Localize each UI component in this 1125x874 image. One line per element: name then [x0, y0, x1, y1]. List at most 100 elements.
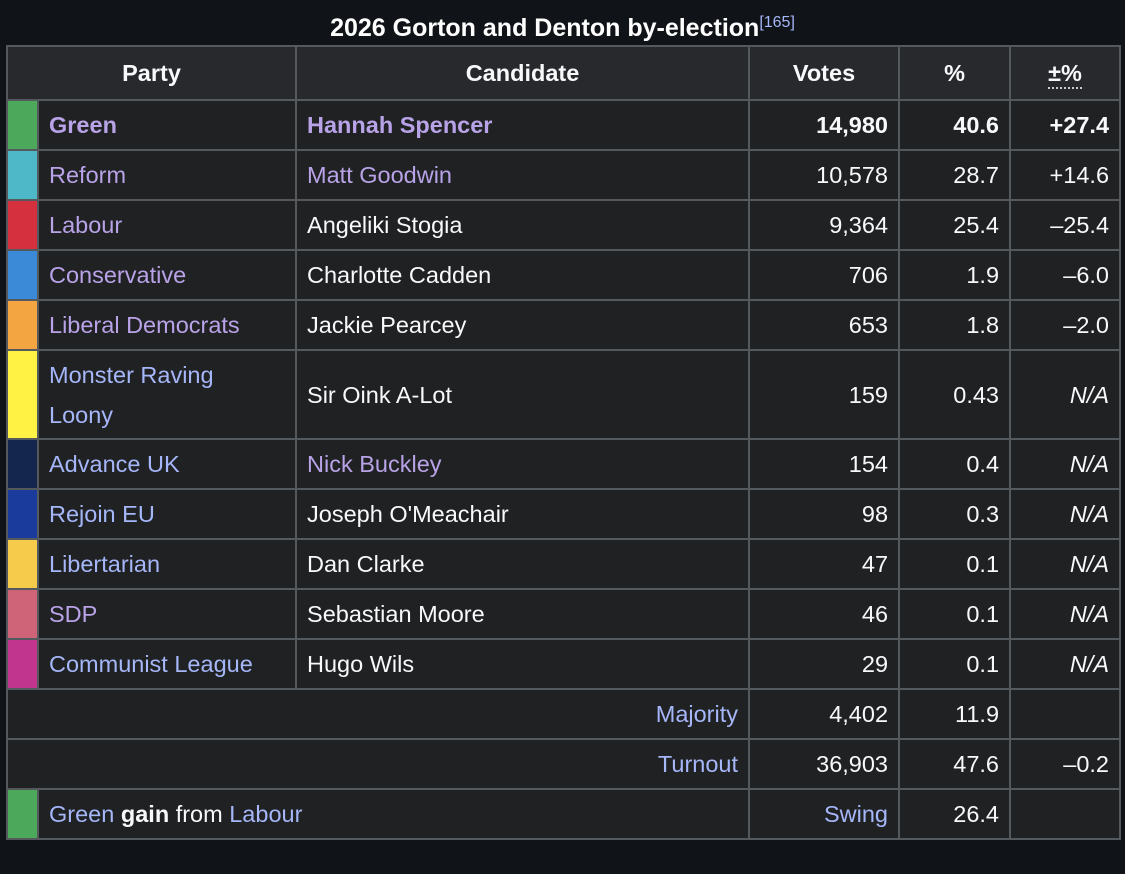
election-box: 2026 Gorton and Denton by-election[165] …: [5, 0, 1122, 840]
swing-link[interactable]: Swing: [824, 800, 889, 827]
candidate-name: Angeliki Stogia: [295, 199, 751, 251]
change-cell: +27.4: [1009, 99, 1122, 151]
table-row: Liberal Democrats Jackie Pearcey 653 1.8…: [6, 299, 1122, 351]
party-link[interactable]: Libertarian: [49, 550, 161, 577]
party-color-swatch: [6, 249, 39, 301]
party-link[interactable]: Rejoin EU: [49, 500, 155, 527]
reference-link[interactable]: [165]: [759, 14, 795, 31]
party-link-line-2: Loony: [49, 401, 114, 428]
party-color-swatch: [6, 538, 39, 590]
party-name: Green: [36, 99, 298, 151]
change-cell: –6.0: [1009, 249, 1122, 301]
votes-cell: 29: [748, 638, 901, 690]
candidate-name: Charlotte Cadden: [295, 249, 751, 301]
party-link[interactable]: Labour: [49, 211, 123, 238]
table-caption: 2026 Gorton and Denton by-election[165]: [6, 0, 1119, 45]
candidate-link[interactable]: Hannah Spencer: [307, 111, 493, 138]
majority-label-cell: Majority: [5, 688, 751, 740]
party-link[interactable]: Green: [49, 111, 117, 138]
votes-cell: 98: [748, 488, 901, 540]
table-row: Libertarian Dan Clarke 47 0.1 N/A: [6, 538, 1122, 590]
votes-cell: 653: [748, 299, 901, 351]
votes-cell: 46: [748, 588, 901, 640]
change-cell: N/A: [1009, 638, 1122, 690]
party-name: Advance UK: [36, 438, 298, 490]
candidate-name: Hugo Wils: [295, 638, 751, 690]
candidate-name: Dan Clarke: [295, 538, 751, 590]
header-change-abbr[interactable]: ±%: [1048, 59, 1082, 89]
turnout-votes: 36,903: [748, 738, 901, 790]
change-cell: N/A: [1009, 349, 1122, 440]
party-color-swatch: [6, 638, 39, 690]
swing-value: 26.4: [898, 788, 1012, 840]
party-color-swatch: [6, 438, 39, 490]
party-link[interactable]: Conservative: [49, 261, 187, 288]
gain-word: gain: [120, 800, 170, 827]
header-candidate: Candidate: [295, 45, 751, 101]
majority-votes: 4,402: [748, 688, 901, 740]
table-row: Labour Angeliki Stogia 9,364 25.4 –25.4: [6, 199, 1122, 251]
party-color-swatch: [6, 149, 39, 201]
caption-title: 2026 Gorton and Denton by-election: [330, 14, 760, 42]
loser-party-link[interactable]: Labour: [229, 800, 303, 827]
percent-cell: 0.3: [898, 488, 1012, 540]
votes-cell: 159: [748, 349, 901, 440]
gain-statement: Green gain from Labour: [36, 788, 751, 840]
turnout-percent: 47.6: [898, 738, 1012, 790]
party-name: Monster Raving Loony: [36, 349, 298, 440]
swing-change: [1009, 788, 1122, 840]
party-link[interactable]: Communist League: [49, 650, 253, 677]
party-name: Conservative: [36, 249, 298, 301]
table-row: SDP Sebastian Moore 46 0.1 N/A: [6, 588, 1122, 640]
header-change: ±%: [1009, 45, 1122, 101]
percent-cell: 0.1: [898, 538, 1012, 590]
party-link[interactable]: Advance UK: [49, 450, 180, 477]
party-link[interactable]: Reform: [49, 161, 127, 188]
party-name: SDP: [36, 588, 298, 640]
candidate-link[interactable]: Matt Goodwin: [307, 161, 452, 188]
table-row: Green Hannah Spencer 14,980 40.6 +27.4: [6, 99, 1122, 151]
party-color-swatch: [6, 588, 39, 640]
table-row: Monster Raving Loony Sir Oink A-Lot 159 0…: [6, 349, 1122, 440]
candidate-link[interactable]: Nick Buckley: [307, 450, 442, 477]
party-name: Libertarian: [36, 538, 298, 590]
party-link[interactable]: Liberal Democrats: [49, 311, 240, 338]
header-party: Party: [5, 45, 298, 101]
percent-cell: 1.9: [898, 249, 1012, 301]
change-cell: N/A: [1009, 488, 1122, 540]
table-row: Communist League Hugo Wils 29 0.1 N/A: [6, 638, 1122, 690]
percent-cell: 0.4: [898, 438, 1012, 490]
majority-row: Majority 4,402 11.9: [5, 688, 1122, 740]
party-color-swatch: [6, 299, 39, 351]
percent-cell: 40.6: [898, 99, 1012, 151]
winner-party-link[interactable]: Green: [49, 800, 115, 827]
header-percent: %: [898, 45, 1012, 101]
change-cell: N/A: [1009, 538, 1122, 590]
change-cell: N/A: [1009, 588, 1122, 640]
party-link[interactable]: Monster Raving Loony: [49, 362, 214, 428]
party-name: Communist League: [36, 638, 298, 690]
party-name: Reform: [36, 149, 298, 201]
candidate-name: Matt Goodwin: [295, 149, 751, 201]
from-word: from: [175, 800, 223, 827]
majority-link[interactable]: Majority: [655, 700, 739, 727]
votes-cell: 9,364: [748, 199, 901, 251]
votes-cell: 14,980: [748, 99, 901, 151]
candidate-name: Sir Oink A-Lot: [295, 349, 751, 440]
votes-cell: 10,578: [748, 149, 901, 201]
party-name: Rejoin EU: [36, 488, 298, 540]
party-link[interactable]: SDP: [49, 600, 98, 627]
table-row: Rejoin EU Joseph O'Meachair 98 0.3 N/A: [6, 488, 1122, 540]
party-name: Labour: [36, 199, 298, 251]
majority-percent: 11.9: [898, 688, 1012, 740]
candidate-name: Jackie Pearcey: [295, 299, 751, 351]
percent-cell: 0.43: [898, 349, 1012, 440]
table-row: Reform Matt Goodwin 10,578 28.7 +14.6: [6, 149, 1122, 201]
turnout-link[interactable]: Turnout: [657, 750, 739, 777]
winner-color-swatch: [6, 788, 39, 840]
party-color-swatch: [6, 99, 39, 151]
party-color-swatch: [6, 488, 39, 540]
party-color-swatch: [6, 349, 39, 440]
results-table: Party Candidate Votes % ±% Green Hannah …: [5, 45, 1122, 840]
candidate-name: Joseph O'Meachair: [295, 488, 751, 540]
